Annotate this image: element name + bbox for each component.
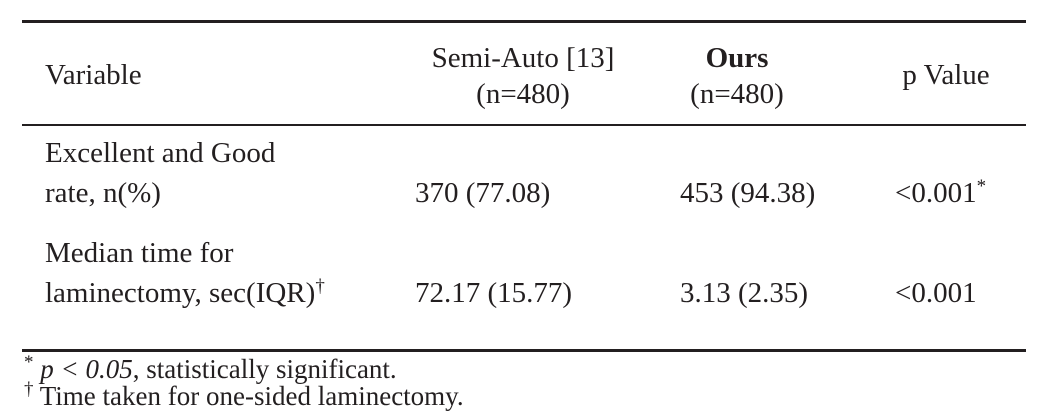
footnote-mark: * [24,352,34,373]
footnote-mark: * [976,176,987,197]
footnote-math: p < 0.05 [40,354,133,384]
header-cell: Ours [705,42,769,74]
header-cell: (n=480) [690,78,784,110]
cell: 72.17 (15.77) [415,277,573,309]
row-label: Median time for [45,237,234,269]
row-label-text: rate, n(%) [45,177,161,209]
cell: 370 (77.08) [415,177,551,209]
cell: <0.001 [895,277,977,309]
bottom-rule [22,349,1026,352]
footnote-text: Time taken for one-sided laminectomy. [39,381,464,411]
cell: 3.13 (2.35) [680,277,809,309]
mid-rule [22,124,1026,126]
header-cell: p Value [902,59,990,91]
row-label: Excellent and Good [45,137,276,169]
p-value: <0.001 [895,177,977,209]
cell: 453 (94.38) [680,177,816,209]
footnote: * p < 0.05, statistically significant. [24,353,397,385]
footnote-mark: † [315,276,325,297]
footnote-mark: † [24,379,34,400]
header-cell: Variable [45,59,142,91]
header-cell: Semi-Auto [13] [431,42,615,74]
footnote-text: , statistically significant. [132,354,397,384]
row-label: rate, n(%) [45,177,161,209]
row-label-text: laminectomy, sec(IQR) [45,277,316,309]
row-label: laminectomy, sec(IQR)† [45,277,325,309]
header-cell: (n=480) [476,78,570,110]
footnote: † Time taken for one-sided laminectomy. [24,380,464,412]
cell: <0.001* [895,177,986,209]
top-rule [22,20,1026,23]
